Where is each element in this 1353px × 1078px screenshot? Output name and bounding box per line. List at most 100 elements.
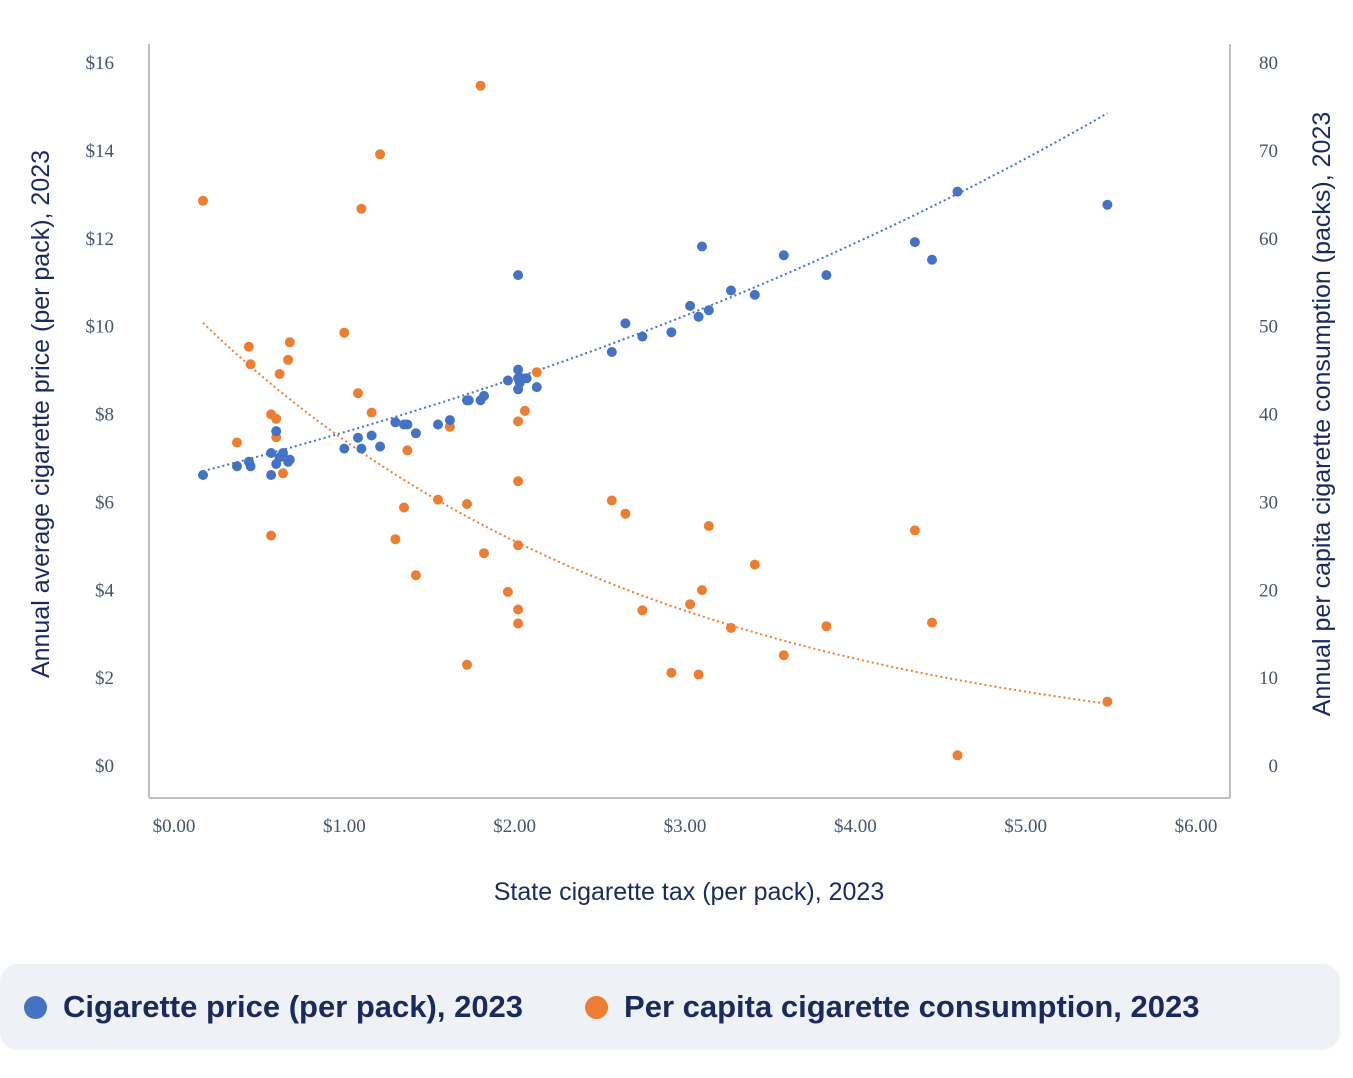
x-tick-label: $2.00 [493, 816, 536, 837]
price-point [232, 461, 242, 472]
right-y-tick-label: 50 [1259, 317, 1278, 338]
consumption-point [366, 407, 377, 418]
price-point [375, 441, 386, 452]
consumption-point [283, 354, 294, 365]
consumption-point [685, 599, 696, 610]
price-point [909, 237, 920, 248]
consumption-point [927, 617, 937, 628]
price-point [952, 186, 963, 197]
consumption-point [462, 659, 472, 670]
legend-item-consumption: Per capita cigarette consumption, 2023 [585, 989, 1199, 1025]
x-tick-label: $1.00 [323, 816, 366, 837]
right-y-tick-label: 10 [1259, 668, 1278, 689]
x-tick-label: $5.00 [1004, 816, 1047, 837]
consumption-point [433, 494, 443, 505]
right-y-tick-label: 40 [1259, 405, 1278, 426]
consumption-point [390, 534, 401, 545]
legend-label-consumption: Per capita cigarette consumption, 2023 [624, 989, 1200, 1024]
price-point [620, 318, 631, 329]
consumption-point [339, 327, 350, 338]
x-tick-label: $0.00 [153, 816, 196, 837]
price-point [502, 375, 513, 386]
price-point [479, 390, 489, 401]
consumption-point [513, 540, 524, 551]
chart-axes [148, 44, 1231, 799]
price-point [1102, 199, 1113, 210]
price-marker-icon [24, 995, 47, 1019]
consumption-point [198, 195, 208, 206]
consumption-point [513, 618, 524, 629]
right-y-tick-label: 60 [1259, 229, 1278, 250]
consumption-point [402, 445, 413, 456]
price-point [778, 250, 789, 261]
chart-legend: Cigarette price (per pack), 2023 Per cap… [0, 964, 1340, 1050]
price-point [366, 430, 377, 441]
consumption-point [513, 604, 524, 615]
right-y-axis-title: Annual per capita cigarette consumption … [1308, 112, 1336, 717]
consumption-point [245, 359, 256, 370]
consumption-point [266, 530, 277, 541]
consumption-point [232, 437, 242, 448]
consumption-point [666, 667, 677, 678]
consumption-point [697, 585, 707, 596]
price-point [637, 331, 648, 342]
price-point [463, 395, 474, 406]
consumption-point [399, 502, 409, 513]
price-point [278, 448, 288, 458]
trendlines [202, 112, 1108, 705]
price-point [433, 419, 443, 430]
consumption-point [519, 405, 530, 416]
price-point [402, 419, 413, 430]
price-point [749, 289, 760, 300]
price-point [245, 461, 256, 472]
consumption-point [278, 468, 288, 479]
right-y-tick-label: 80 [1259, 53, 1278, 74]
consumption-point [952, 750, 963, 761]
consumption-point [637, 605, 648, 616]
price-point [606, 347, 617, 357]
price-point [444, 415, 455, 426]
consumption-point [502, 586, 513, 597]
price-point [390, 417, 401, 428]
consumption-point [1102, 696, 1113, 707]
consumption-point [726, 622, 736, 633]
x-tick-label: $3.00 [664, 816, 707, 837]
price-point [353, 432, 363, 443]
consumption-point [410, 570, 421, 581]
legend-item-price: Cigarette price (per pack), 2023 [24, 989, 523, 1025]
left-y-tick-label: $14 [86, 141, 115, 162]
price-point [356, 443, 367, 454]
left-y-tick-label: $0 [95, 756, 114, 777]
consumption-point [475, 80, 486, 91]
price-point [821, 270, 832, 281]
consumption-point [375, 149, 386, 160]
left-y-tick-label: $12 [86, 229, 115, 250]
consumption-point [909, 525, 920, 536]
right-y-tick-label: 70 [1259, 141, 1278, 162]
consumption-point [274, 369, 285, 379]
left-y-axis-ticks: $0 $2 $4 $6 $8 $10 $12 $14 $16 [86, 53, 115, 777]
price-point [266, 448, 277, 458]
price-point [284, 454, 295, 465]
price-point [339, 443, 350, 454]
price-point [266, 470, 277, 480]
right-y-tick-label: 20 [1259, 580, 1278, 601]
consumption-point [284, 337, 295, 348]
consumption-point [462, 499, 472, 509]
right-y-tick-label: 0 [1269, 756, 1279, 777]
consumption-point [693, 669, 704, 680]
consumption-point [353, 388, 363, 399]
left-y-tick-label: $10 [86, 317, 115, 338]
consumption-point [620, 508, 631, 519]
consumption-point [479, 548, 489, 559]
consumption-point [513, 476, 524, 487]
price-point [685, 300, 696, 311]
consumption-point [703, 521, 714, 531]
left-y-tick-label: $6 [95, 492, 114, 513]
consumption-point [778, 650, 789, 661]
x-tick-label: $6.00 [1175, 816, 1218, 837]
x-tick-label: $4.00 [834, 816, 877, 837]
left-y-tick-label: $4 [95, 580, 115, 601]
price-point [531, 382, 542, 393]
left-y-tick-label: $16 [86, 53, 115, 74]
